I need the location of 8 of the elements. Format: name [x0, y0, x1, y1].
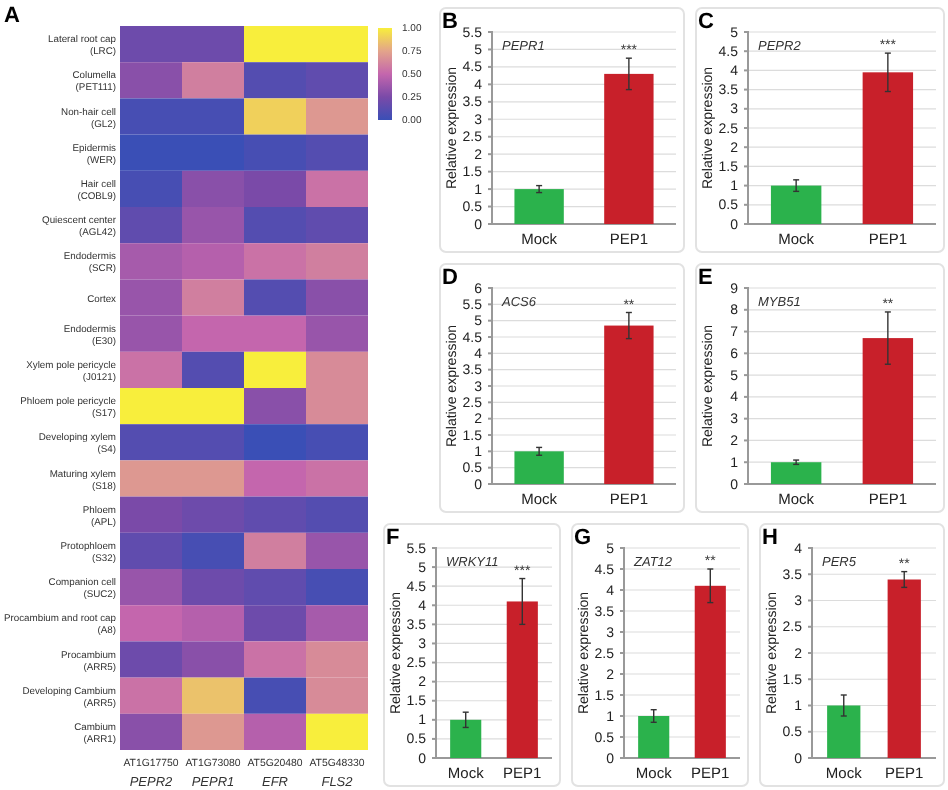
chart-title: B	[442, 10, 458, 34]
chart-title: D	[442, 266, 458, 290]
chart-title: H	[762, 526, 778, 550]
chart-title: E	[698, 266, 713, 290]
chart-title: C	[698, 10, 714, 34]
chart-title: F	[386, 526, 400, 550]
chart-title: A	[4, 4, 20, 28]
chart-title: G	[574, 526, 592, 550]
